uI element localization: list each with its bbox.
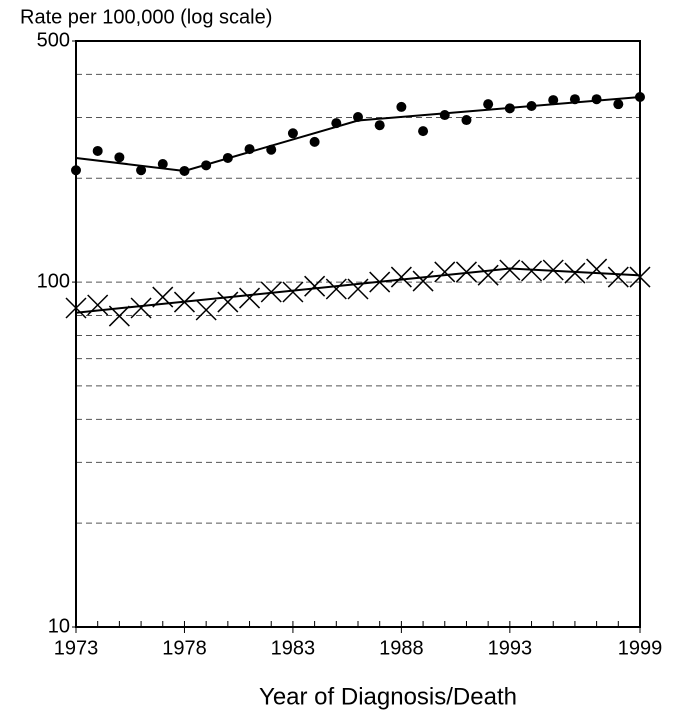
x-tick-label: 1993 — [488, 637, 533, 659]
data-point — [607, 266, 629, 288]
y-axis-title: Rate per 100,000 (log scale) — [20, 6, 272, 28]
data-point — [434, 261, 456, 283]
data-point — [217, 291, 239, 313]
x-tick-label: 1999 — [618, 637, 663, 659]
y-tick-label: 100 — [37, 270, 70, 292]
data-point — [586, 258, 608, 280]
data-point — [71, 165, 81, 176]
data-point — [418, 126, 429, 137]
data-point — [157, 158, 168, 169]
data-point — [325, 278, 347, 300]
data-point — [92, 145, 103, 156]
data-point — [239, 287, 261, 309]
data-point — [635, 92, 645, 103]
x-tick-label: 1988 — [379, 637, 424, 659]
data-point — [396, 101, 407, 112]
x-tick-label: 1983 — [271, 637, 316, 659]
data-point — [108, 305, 130, 327]
data-point — [347, 278, 369, 300]
data-point — [353, 112, 363, 123]
data-point — [455, 261, 477, 283]
data-point — [477, 264, 499, 286]
data-point — [244, 144, 255, 155]
data-point — [201, 160, 212, 171]
data-point — [390, 266, 412, 288]
data-point — [309, 136, 320, 147]
data-point — [65, 297, 87, 319]
y-tick-label: 10 — [48, 615, 70, 637]
data-point — [195, 299, 217, 321]
data-point — [179, 165, 190, 176]
data-point — [114, 152, 125, 163]
y-tick-label: 500 — [37, 29, 70, 51]
data-point — [629, 266, 651, 288]
data-point — [542, 259, 564, 281]
data-point — [591, 94, 602, 105]
data-point — [266, 144, 277, 155]
data-point — [499, 259, 521, 281]
data-point — [461, 115, 472, 126]
data-point — [564, 262, 586, 284]
data-point — [304, 275, 326, 297]
data-point — [374, 120, 385, 131]
data-point — [548, 95, 559, 106]
data-point — [260, 281, 282, 303]
data-point — [412, 270, 434, 292]
plot-frame — [75, 40, 641, 628]
data-point — [136, 165, 147, 176]
data-point — [331, 118, 342, 129]
data-point — [130, 297, 152, 319]
data-point — [521, 260, 543, 282]
data-point — [222, 152, 233, 163]
data-point — [526, 100, 537, 111]
data-point — [504, 103, 515, 114]
data-point — [282, 281, 304, 303]
data-point — [569, 94, 580, 105]
data-point — [173, 291, 195, 313]
x-axis-title: Year of Diagnosis/Death — [259, 683, 517, 710]
data-point — [439, 110, 450, 121]
x-tick-label: 1973 — [54, 637, 99, 659]
data-point — [152, 286, 174, 308]
data-point — [613, 99, 624, 110]
data-point — [287, 128, 298, 139]
data-point — [87, 294, 109, 316]
data-point — [369, 271, 391, 293]
x-tick-label: 1978 — [162, 637, 207, 659]
data-point — [483, 99, 494, 110]
fit-line — [75, 267, 641, 314]
